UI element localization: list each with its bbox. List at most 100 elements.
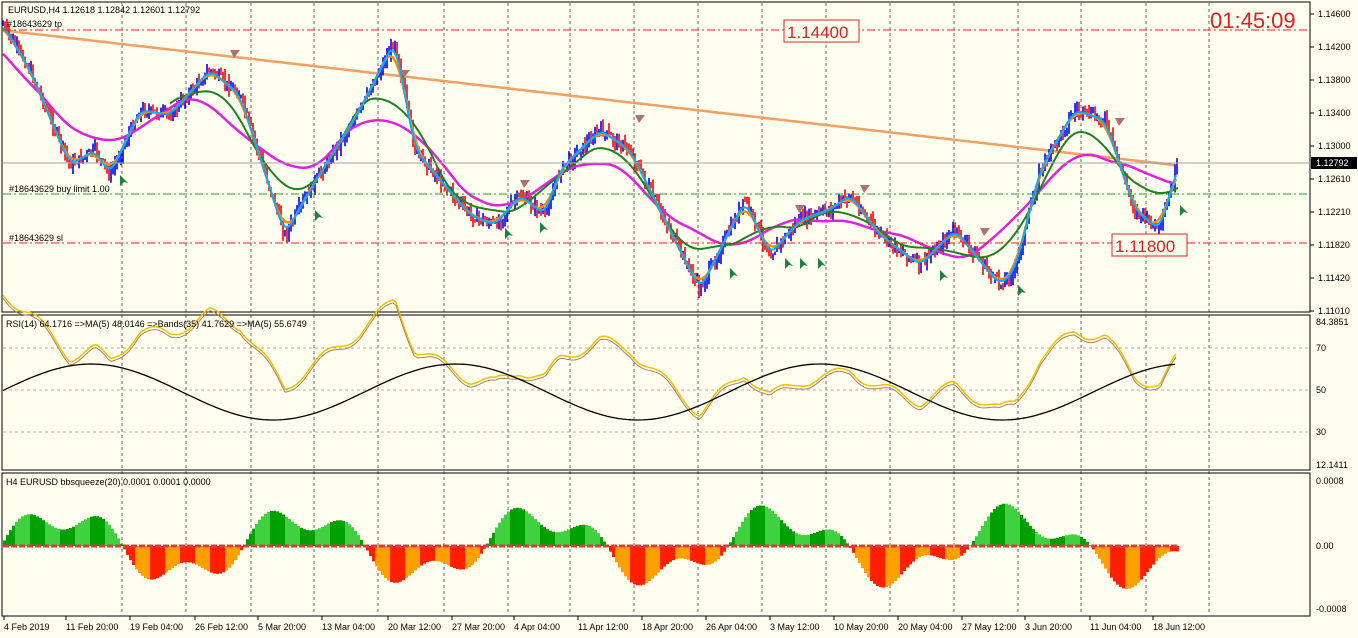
squeeze-bar xyxy=(552,531,555,546)
squeeze-bar xyxy=(666,546,669,565)
squeeze-bar xyxy=(1161,546,1164,556)
squeeze-bar xyxy=(63,529,66,546)
squeeze-bar xyxy=(1050,538,1053,546)
price-label: 1.11010 xyxy=(1318,306,1350,316)
squeeze-bar xyxy=(558,532,561,546)
squeeze-bar xyxy=(147,546,150,580)
squeeze-bar xyxy=(1113,546,1116,582)
squeeze-bar xyxy=(876,546,879,586)
squeeze-bar xyxy=(834,531,837,546)
squeeze-bar xyxy=(264,513,267,546)
squeeze-bar xyxy=(906,546,909,568)
squeeze-bar xyxy=(402,546,405,581)
squeeze-bar xyxy=(990,512,993,546)
squeeze-bar xyxy=(978,531,981,546)
price-pane[interactable] xyxy=(1,1,1311,313)
squeeze-bar xyxy=(816,531,819,546)
squeeze-bar xyxy=(444,546,447,564)
squeeze-bar xyxy=(957,546,960,558)
squeeze-bar xyxy=(6,535,9,546)
squeeze-bar xyxy=(669,546,672,562)
squeeze-bar xyxy=(609,546,612,552)
squeeze-bar xyxy=(192,546,195,564)
squeeze-bar xyxy=(663,546,666,567)
squeeze-bar xyxy=(210,546,213,573)
squeeze-bar xyxy=(141,546,144,576)
squeeze-bar xyxy=(960,546,963,556)
time-label: 4 Feb 2019 xyxy=(4,622,50,632)
buy-arrow-icon xyxy=(1180,205,1188,216)
squeeze-bar xyxy=(954,546,957,560)
squeeze-bar xyxy=(870,546,873,581)
squeeze-axis-label: 0.00 xyxy=(1316,541,1334,551)
squeeze-bar xyxy=(807,534,810,546)
squeeze-bar xyxy=(771,510,774,546)
squeeze-bar xyxy=(24,514,27,546)
time-label: 20 May 04:00 xyxy=(898,622,953,632)
squeeze-bar xyxy=(456,546,459,570)
squeeze-bar xyxy=(300,527,303,546)
squeeze-bar xyxy=(879,546,882,588)
squeeze-bar xyxy=(387,546,390,581)
squeeze-bar xyxy=(528,513,531,546)
squeeze-bar xyxy=(342,520,345,546)
time-label: 13 Mar 04:00 xyxy=(322,622,375,632)
rsi-bands-line xyxy=(2,363,1176,421)
squeeze-bar xyxy=(399,546,402,582)
symbol-info: EURUSD,H4 1.12618 1.12842 1.12601 1.1279… xyxy=(8,5,200,15)
squeeze-bar xyxy=(96,516,99,546)
squeeze-bar xyxy=(1128,546,1131,589)
squeeze-bar xyxy=(921,546,924,557)
squeeze-axis-label: -0.0008 xyxy=(1316,604,1347,614)
squeeze-bar xyxy=(129,546,132,561)
squeeze-bar xyxy=(747,513,750,546)
squeeze-bar xyxy=(858,546,861,564)
price-label: 1.14600 xyxy=(1318,9,1351,19)
squeeze-bar xyxy=(792,531,795,546)
squeeze-bar xyxy=(582,524,585,546)
squeeze-bar xyxy=(453,546,456,569)
rsi-pane[interactable] xyxy=(1,314,1311,471)
squeeze-bar xyxy=(1116,546,1119,585)
price-label: 1.12610 xyxy=(1318,174,1351,184)
buy-limit-label: #18643629 buy limit 1.00 xyxy=(9,184,110,194)
squeeze-pane[interactable] xyxy=(1,472,1311,617)
level-high-text: 1.14400 xyxy=(787,23,848,42)
squeeze-bar xyxy=(972,541,975,546)
squeeze-bar xyxy=(87,517,90,546)
squeeze-bar xyxy=(702,546,705,565)
squeeze-bar xyxy=(642,546,645,585)
squeeze-bar xyxy=(894,546,897,581)
squeeze-bar xyxy=(1032,529,1035,546)
squeeze-bar xyxy=(915,546,918,560)
buy-arrow-icon xyxy=(315,210,323,221)
squeeze-bar xyxy=(126,546,129,555)
level-low-box[interactable] xyxy=(1111,233,1188,257)
squeeze-bar xyxy=(591,527,594,546)
squeeze-bar xyxy=(633,546,636,585)
squeeze-bar xyxy=(672,546,675,561)
squeeze-bar xyxy=(474,546,477,562)
squeeze-bar xyxy=(390,546,393,583)
squeeze-bar xyxy=(495,527,498,546)
squeeze-bar xyxy=(1104,546,1107,569)
squeeze-bar xyxy=(579,525,582,546)
squeeze-bar xyxy=(303,529,306,546)
level-high-box[interactable] xyxy=(783,19,860,43)
rsi-axis: 84.3851 70 50 30 12.1411 xyxy=(1316,317,1349,470)
squeeze-bar xyxy=(69,528,72,546)
squeeze-bar xyxy=(1134,546,1137,586)
squeeze-bar xyxy=(3,540,6,546)
squeeze-bar xyxy=(267,511,270,546)
squeeze-bar xyxy=(594,530,597,546)
squeeze-bar xyxy=(789,529,792,546)
squeeze-bar xyxy=(285,516,288,546)
squeeze-bar xyxy=(450,546,453,567)
squeeze-bar xyxy=(270,510,273,546)
squeeze-bar xyxy=(837,533,840,546)
price-label: 1.12210 xyxy=(1318,207,1351,217)
squeeze-bar xyxy=(1071,534,1074,546)
squeeze-bar xyxy=(873,546,876,584)
squeeze-bar xyxy=(1011,506,1014,546)
